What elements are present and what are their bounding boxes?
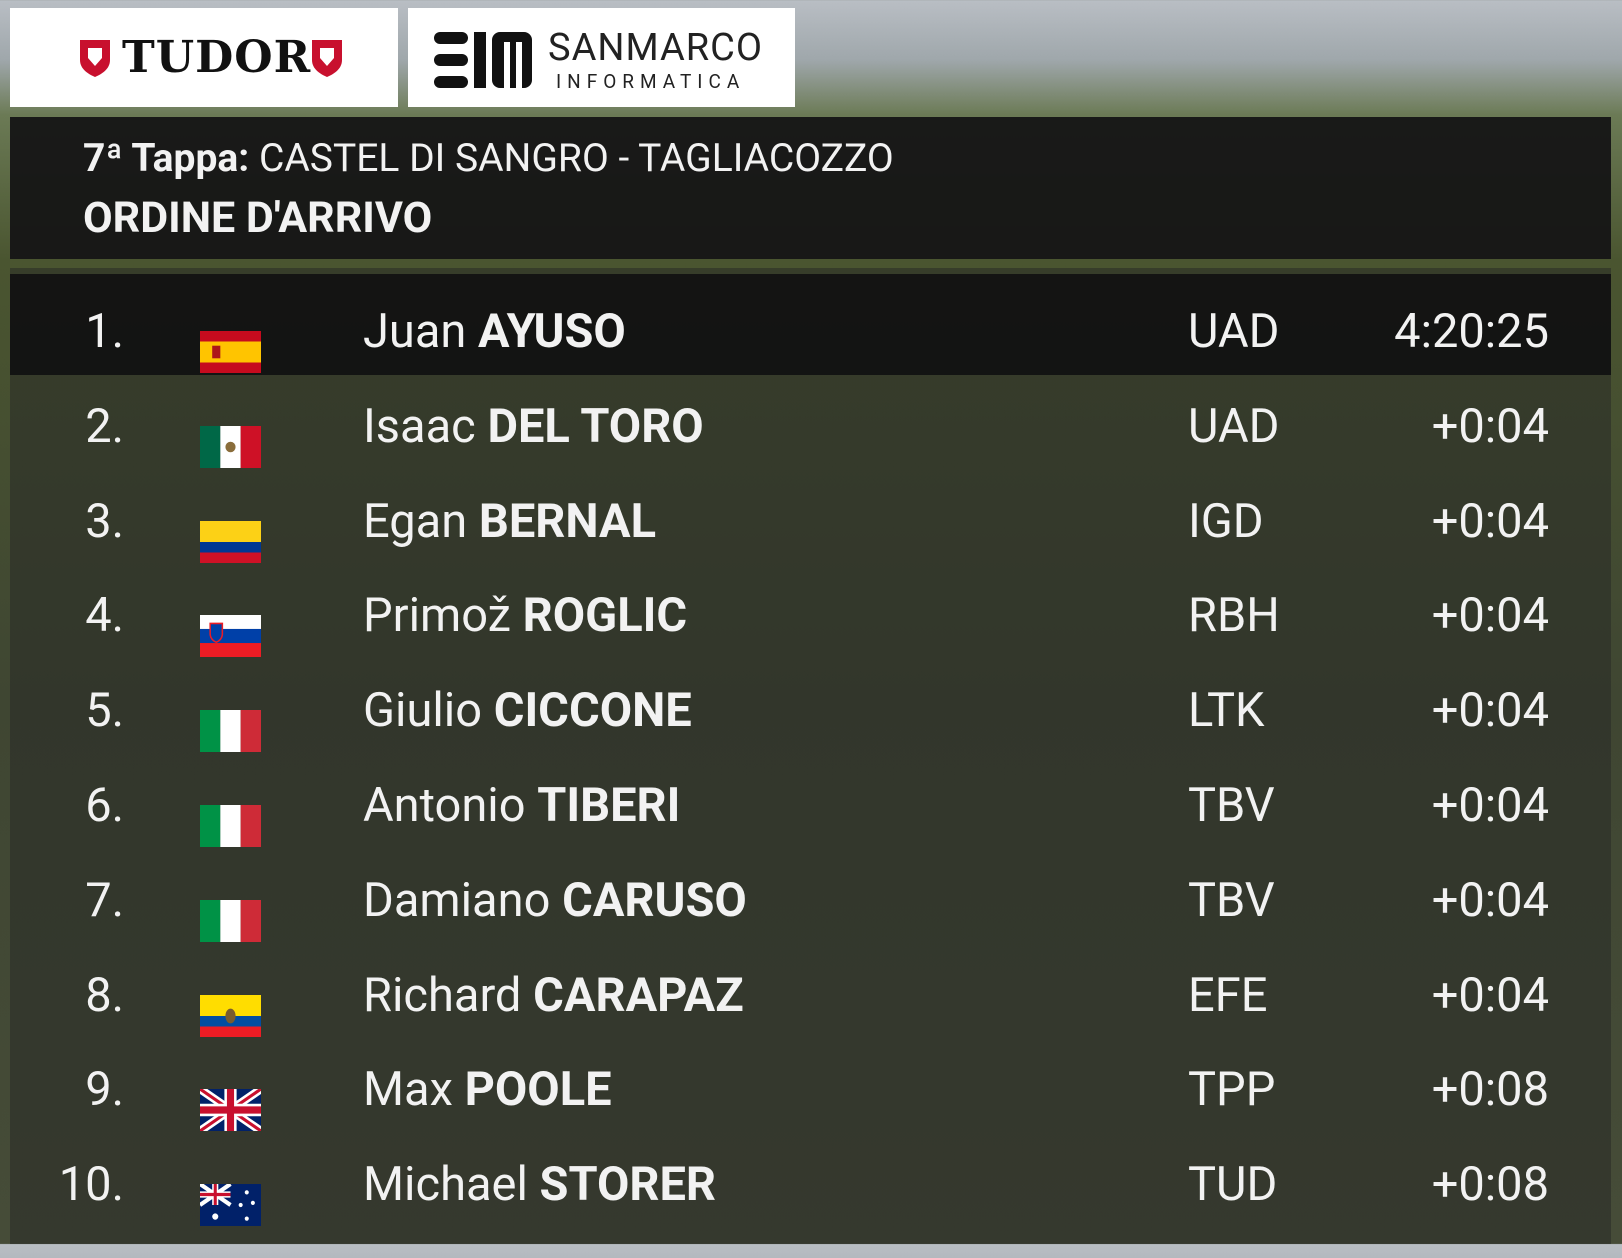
time: +0:04 — [1431, 588, 1549, 644]
rank: 10. — [58, 1157, 124, 1213]
first-name: Juan — [363, 304, 467, 359]
rank: 2. — [85, 398, 124, 454]
last-name: ROGLIC — [522, 588, 688, 644]
sponsor-sanmarco: SANMARCO INFORMATICA — [408, 8, 795, 107]
team: RBH — [1188, 588, 1280, 644]
rider-name: Antonio TIBERI — [363, 758, 680, 853]
stage-route: CASTEL DI SANGRO - TAGLIACOZZO — [258, 135, 894, 181]
time: +0:08 — [1431, 1062, 1549, 1118]
result-row: 7. Damiano CARUSO TBV +0:04 — [0, 853, 1622, 948]
flag — [200, 594, 261, 658]
last-name: TIBERI — [537, 778, 681, 833]
rider-name: Max POOLE — [363, 1042, 612, 1137]
header-subtitle: ORDINE D'ARRIVO — [83, 193, 433, 243]
team: TBV — [1188, 778, 1275, 833]
result-row: 8. Richard CARAPAZ EFE +0:04 — [0, 948, 1622, 1043]
sanmarco-text: SANMARCO — [548, 26, 764, 70]
time: +0:04 — [1431, 493, 1549, 549]
team: LTK — [1188, 683, 1265, 739]
result-row: 4. Primož ROGLIC RBH +0:04 — [0, 568, 1622, 663]
first-name: Damiano — [363, 872, 551, 928]
first-name: Max — [363, 1062, 453, 1118]
flag — [200, 784, 261, 847]
rank: 8. — [85, 967, 124, 1023]
rider-name: Isaac DEL TORO — [363, 379, 704, 474]
time: +0:04 — [1431, 967, 1549, 1023]
first-name: Richard — [363, 967, 522, 1023]
rider-name: Giulio CICCONE — [363, 663, 692, 758]
last-name: AYUSO — [478, 304, 626, 359]
time: +0:04 — [1431, 872, 1549, 928]
tudor-shield — [312, 40, 342, 77]
team: TUD — [1188, 1157, 1278, 1213]
sponsor-tudor: TUDOR — [10, 8, 398, 107]
result-row: 6. Antonio TIBERI TBV +0:04 — [0, 758, 1622, 853]
team: TBV — [1188, 872, 1275, 928]
result-row: 10. Michael STORER TUD +0:08 — [0, 1137, 1622, 1232]
last-name: POOLE — [464, 1062, 612, 1118]
rider-name: Richard CARAPAZ — [363, 948, 744, 1043]
rider-name: Damiano CARUSO — [363, 853, 747, 948]
flag — [198, 1163, 261, 1227]
time: +0:04 — [1431, 398, 1549, 454]
time: +0:04 — [1431, 683, 1549, 739]
rider-name: Egan BERNAL — [363, 474, 656, 569]
first-name: Primož — [363, 588, 511, 644]
result-row: 5. Giulio CICCONE LTK +0:04 — [0, 663, 1622, 758]
time: +0:04 — [1431, 778, 1549, 833]
results-panel — [10, 268, 1611, 1244]
informatica-text: INFORMATICA — [556, 70, 746, 93]
rider-name: Michael STORER — [363, 1137, 716, 1232]
flag — [200, 500, 261, 563]
stage-label: 7ª Tappa: — [83, 135, 250, 181]
flag — [200, 689, 261, 753]
last-name: STORER — [539, 1157, 717, 1213]
last-name: BERNAL — [478, 493, 656, 549]
last-name: CARAPAZ — [533, 967, 744, 1023]
first-name: Antonio — [363, 778, 526, 833]
sm-logo — [434, 32, 532, 88]
result-row: 9. Max POOLE TPP +0:08 — [0, 1042, 1622, 1137]
last-name: CICCONE — [493, 683, 692, 739]
rider-name: Primož ROGLIC — [363, 568, 687, 663]
rank: 3. — [85, 493, 124, 549]
stage-line: 7ª Tappa: CASTEL DI SANGRO - TAGLIACOZZO — [83, 135, 894, 181]
flag — [200, 974, 261, 1037]
leader-highlight — [10, 274, 1611, 375]
rank: 4. — [85, 588, 124, 644]
tudor-text: TUDOR — [122, 32, 312, 83]
rank: 1. — [85, 304, 124, 359]
flag — [197, 1068, 264, 1135]
rank: 6. — [85, 778, 124, 833]
first-name: Michael — [363, 1157, 528, 1213]
team: IGD — [1188, 493, 1264, 549]
rank: 9. — [85, 1062, 124, 1118]
flag — [200, 310, 261, 373]
team: TPP — [1188, 1062, 1276, 1118]
team: UAD — [1188, 398, 1280, 454]
time: +0:08 — [1431, 1157, 1549, 1213]
flag — [200, 405, 261, 468]
flag — [200, 879, 261, 942]
rank: 7. — [85, 872, 124, 928]
first-name: Egan — [363, 493, 468, 549]
first-name: Giulio — [363, 683, 483, 739]
header-panel: 7ª Tappa: CASTEL DI SANGRO - TAGLIACOZZO… — [10, 117, 1611, 259]
team: EFE — [1188, 967, 1268, 1023]
time: 4:20:25 — [1394, 304, 1549, 359]
rider-name: Juan AYUSO — [363, 284, 626, 379]
result-row: 2. Isaac DEL TORO UAD +0:04 — [0, 379, 1622, 474]
first-name: Isaac — [363, 398, 476, 454]
last-name: CARUSO — [562, 872, 747, 928]
last-name: DEL TORO — [487, 398, 704, 454]
tudor-shield — [80, 40, 110, 77]
rank: 5. — [85, 683, 124, 739]
result-row: 1. Juan AYUSO UAD 4:20:25 — [0, 284, 1622, 379]
result-row: 3. Egan BERNAL IGD +0:04 — [0, 474, 1622, 569]
team: UAD — [1188, 304, 1280, 359]
